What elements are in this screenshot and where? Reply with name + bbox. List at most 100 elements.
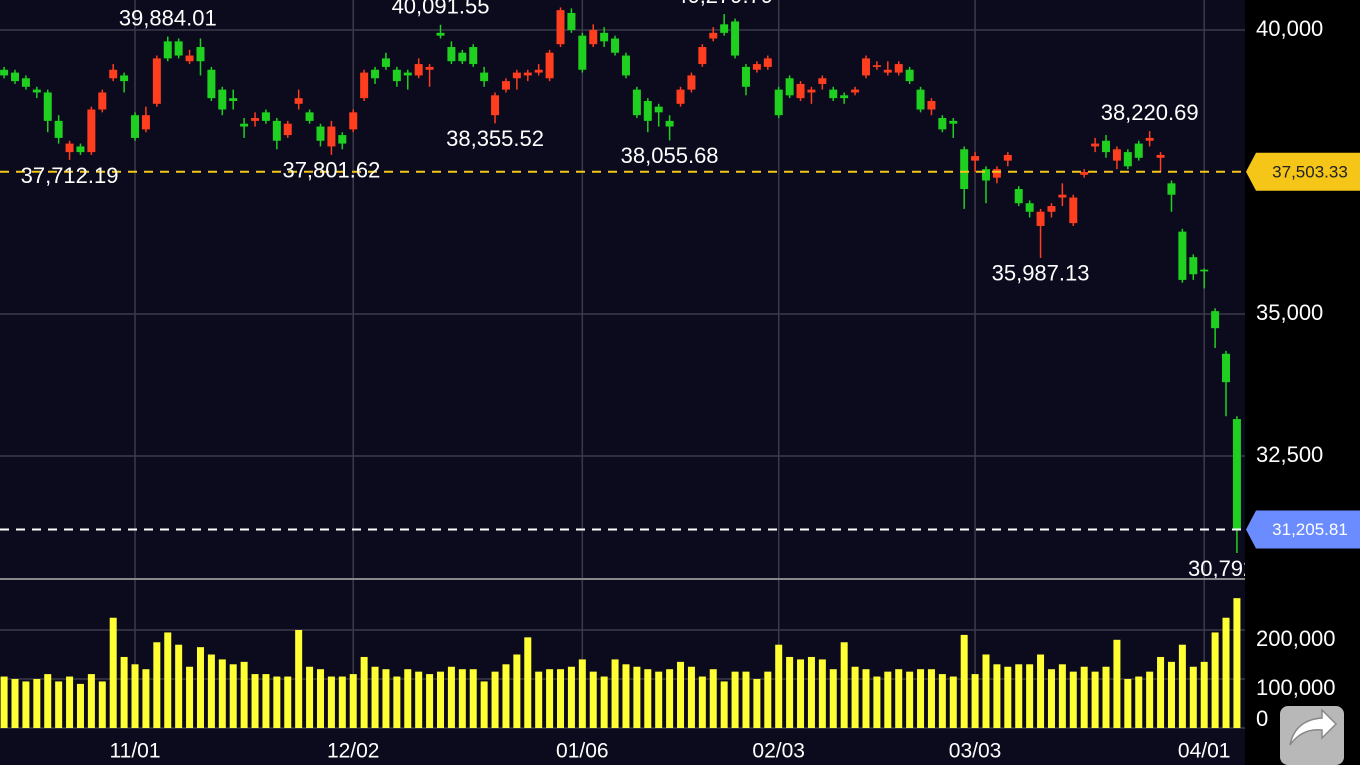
price-panel: 39,884.01 37,712.19 37,801.62 40,091.55 38,3… bbox=[0, 0, 1245, 578]
candle-body bbox=[534, 69, 543, 73]
candle-body bbox=[425, 66, 434, 70]
candle-body bbox=[861, 58, 870, 76]
volume-bar bbox=[284, 676, 292, 728]
candle-body bbox=[643, 100, 652, 121]
volume-bar bbox=[644, 669, 652, 728]
volume-bar bbox=[11, 679, 19, 728]
candle-body bbox=[1003, 154, 1012, 161]
volume-bar bbox=[1080, 666, 1088, 728]
volume-bar bbox=[1026, 664, 1034, 728]
candle-body bbox=[872, 65, 881, 67]
volume-bar bbox=[709, 669, 717, 728]
candle-body bbox=[1200, 269, 1209, 272]
candle-body bbox=[1232, 419, 1241, 530]
candle-body bbox=[1047, 206, 1056, 212]
volume-bar bbox=[677, 661, 685, 728]
volume-bar bbox=[1211, 632, 1219, 728]
volume-bar bbox=[0, 676, 8, 728]
volume-bar bbox=[273, 676, 281, 728]
candle-body bbox=[54, 120, 63, 138]
volume-bar bbox=[131, 664, 139, 728]
candle-body bbox=[676, 89, 685, 104]
volume-bar bbox=[938, 674, 946, 728]
extreme-label: 40,279.79 bbox=[675, 0, 773, 8]
candle-body bbox=[894, 64, 903, 73]
volume-bar bbox=[1037, 654, 1045, 728]
candle-body bbox=[709, 32, 718, 39]
volume-bar bbox=[87, 674, 95, 728]
candle-body bbox=[43, 92, 52, 121]
volume-bar bbox=[949, 676, 957, 728]
candle-body bbox=[829, 89, 838, 99]
candle-body bbox=[32, 89, 41, 93]
volume-bar bbox=[1004, 666, 1012, 728]
candle-body bbox=[392, 69, 401, 82]
volume-bar bbox=[393, 676, 401, 728]
candle-body bbox=[556, 10, 565, 45]
candle-body bbox=[98, 92, 107, 110]
volume-bar bbox=[557, 669, 565, 728]
volume-bar bbox=[1178, 644, 1186, 728]
axis-background bbox=[1245, 0, 1360, 765]
candle-body bbox=[851, 89, 860, 93]
candle-body bbox=[578, 35, 587, 70]
volume-bar bbox=[164, 632, 172, 728]
candle-body bbox=[152, 58, 161, 104]
volume-bar bbox=[120, 656, 128, 728]
candle-body bbox=[120, 75, 129, 82]
share-button[interactable] bbox=[1280, 706, 1344, 765]
volume-bar bbox=[360, 656, 368, 728]
volume-bar bbox=[982, 654, 990, 728]
candle-body bbox=[1134, 143, 1143, 158]
candle-body bbox=[218, 89, 227, 110]
volume-bar bbox=[873, 676, 881, 728]
candle-body bbox=[796, 83, 805, 99]
candle-body bbox=[469, 47, 478, 65]
candle-body bbox=[381, 58, 390, 67]
volume-bar bbox=[829, 669, 837, 728]
volume-bar bbox=[917, 669, 925, 728]
candle-body bbox=[1091, 143, 1100, 147]
share-icon[interactable] bbox=[1289, 708, 1338, 746]
y-tick-label: 100,000 bbox=[1256, 675, 1336, 700]
volume-bar bbox=[295, 630, 303, 728]
candle-body bbox=[1145, 137, 1154, 141]
candle-body bbox=[1123, 152, 1132, 167]
candle-body bbox=[1014, 189, 1023, 204]
volume-bar bbox=[753, 679, 761, 728]
candle-body bbox=[272, 120, 281, 141]
share-button-bg[interactable] bbox=[1280, 706, 1344, 765]
candle-body bbox=[698, 47, 707, 65]
candle-body bbox=[960, 149, 969, 190]
volume-bar bbox=[240, 661, 248, 728]
volume-bar bbox=[251, 674, 259, 728]
y-tick-label: 40,000 bbox=[1256, 16, 1323, 41]
volume-bar bbox=[840, 642, 848, 728]
price-line-box bbox=[1246, 510, 1360, 549]
volume-bar bbox=[382, 669, 390, 728]
volume-bar bbox=[306, 666, 314, 728]
candle-body bbox=[512, 72, 521, 79]
volume-bar bbox=[993, 664, 1001, 728]
candle-body bbox=[763, 58, 772, 67]
candle-body bbox=[1156, 154, 1165, 158]
extreme-label: 37,801.62 bbox=[282, 158, 380, 183]
candle-body bbox=[840, 95, 849, 99]
volume-bar bbox=[447, 666, 455, 728]
candle-body bbox=[251, 118, 260, 121]
candle-body bbox=[1167, 183, 1176, 195]
candle-body bbox=[360, 72, 369, 99]
volume-bar bbox=[371, 666, 379, 728]
volume-bar bbox=[818, 659, 826, 728]
price-line-label: 37,503.33 bbox=[1272, 162, 1348, 181]
volume-bar bbox=[666, 669, 674, 728]
candle-body bbox=[0, 69, 9, 76]
volume-bar bbox=[426, 674, 434, 728]
candle-body bbox=[283, 123, 292, 136]
candle-body bbox=[1189, 257, 1198, 275]
volume-bar bbox=[207, 654, 215, 728]
volume-bar bbox=[513, 654, 521, 728]
volume-bar bbox=[1015, 664, 1023, 728]
candle-body bbox=[665, 120, 674, 127]
x-tick-label: 02/03 bbox=[752, 740, 805, 763]
